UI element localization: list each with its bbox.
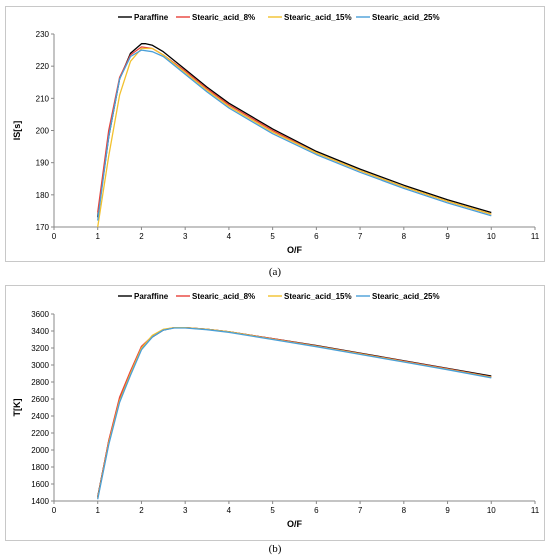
- y-axis-title: T[K]: [12, 399, 22, 417]
- x-tick-label: 2: [139, 506, 144, 515]
- y-tick-label: 3600: [31, 310, 49, 319]
- chart-b: Paraffine Stearic_acid_8% Stearic_acid_15%…: [12, 292, 540, 529]
- legend-label-0: Paraffine: [134, 13, 169, 22]
- y-tick-label: 2200: [31, 429, 49, 438]
- x-tick-label: 6: [314, 506, 319, 515]
- y-tick-label: 180: [36, 191, 50, 200]
- x-tick-label: 2: [139, 232, 144, 241]
- series-line-stearic-acid-15-: [97, 47, 492, 228]
- x-tick-label: 5: [270, 506, 275, 515]
- x-tick-label: 1: [96, 232, 101, 241]
- legend: Paraffine Stearic_acid_8% Stearic_acid_15%…: [118, 292, 440, 301]
- legend-label-3: Stearic_acid_25%: [372, 292, 440, 301]
- series-line-stearic-acid-8-: [97, 46, 492, 215]
- y-tick-label: 1800: [31, 463, 49, 472]
- chart-a: Paraffine Stearic_acid_8% Stearic_acid_15%…: [12, 13, 540, 255]
- legend-label-1: Stearic_acid_8%: [192, 292, 255, 301]
- x-tick-label: 9: [445, 232, 450, 241]
- y-tick-label: 210: [36, 94, 50, 103]
- y-tick-label: 2000: [31, 446, 49, 455]
- series-line-stearic-acid-8-: [97, 326, 492, 498]
- x-axis-title: O/F: [287, 245, 303, 255]
- legend: Paraffine Stearic_acid_8% Stearic_acid_15%…: [118, 13, 440, 22]
- caption-b: (b): [268, 543, 282, 555]
- series-line-stearic-acid-25-: [97, 327, 492, 500]
- y-tick-label: 230: [36, 30, 50, 39]
- y-tick-label: 2600: [31, 395, 49, 404]
- x-tick-label: 3: [183, 232, 188, 241]
- chart-panel-b: Paraffine Stearic_acid_8% Stearic_acid_15%…: [5, 285, 545, 541]
- legend-label-3: Stearic_acid_25%: [372, 13, 440, 22]
- x-tick-label: 0: [52, 232, 57, 241]
- x-tick-label: 8: [402, 506, 407, 515]
- x-tick-label: 10: [487, 506, 496, 515]
- x-tick-label: 10: [487, 232, 496, 241]
- y-tick-label: 2800: [31, 378, 49, 387]
- series-line-paraffine: [97, 326, 492, 497]
- y-tick-label: 170: [36, 223, 50, 232]
- x-tick-label: 4: [227, 506, 232, 515]
- series-line-paraffine: [97, 43, 492, 218]
- y-tick-label: 190: [36, 159, 50, 168]
- x-tick-label: 6: [314, 232, 319, 241]
- x-tick-label: 9: [445, 506, 450, 515]
- x-tick-label: 1: [96, 506, 101, 515]
- x-tick-label: 11: [531, 232, 540, 241]
- x-axis-title: O/F: [287, 519, 303, 529]
- series-line-stearic-acid-15-: [97, 326, 492, 499]
- y-tick-label: 1600: [31, 480, 49, 489]
- series-line-stearic-acid-25-: [97, 49, 492, 221]
- x-tick-label: 11: [531, 506, 540, 515]
- y-tick-label: 3400: [31, 327, 49, 336]
- y-axis-title: IS[s]: [12, 121, 22, 141]
- legend-label-2: Stearic_acid_15%: [284, 292, 352, 301]
- y-tick-label: 3000: [31, 361, 49, 370]
- legend-label-1: Stearic_acid_8%: [192, 13, 255, 22]
- legend-label-0: Paraffine: [134, 292, 169, 301]
- y-tick-label: 3200: [31, 344, 49, 353]
- x-tick-label: 5: [270, 232, 275, 241]
- chart-panel-a: Paraffine Stearic_acid_8% Stearic_acid_15%…: [5, 6, 545, 262]
- y-tick-label: 220: [36, 62, 50, 71]
- y-tick-label: 2400: [31, 412, 49, 421]
- x-tick-label: 3: [183, 506, 188, 515]
- y-tick-label: 200: [36, 127, 50, 136]
- legend-label-2: Stearic_acid_15%: [284, 13, 352, 22]
- x-tick-label: 8: [402, 232, 407, 241]
- x-tick-label: 7: [358, 506, 363, 515]
- x-tick-label: 4: [227, 232, 232, 241]
- x-tick-label: 0: [52, 506, 57, 515]
- x-tick-label: 7: [358, 232, 363, 241]
- caption-a: (a): [268, 266, 282, 278]
- y-tick-label: 1400: [31, 497, 49, 506]
